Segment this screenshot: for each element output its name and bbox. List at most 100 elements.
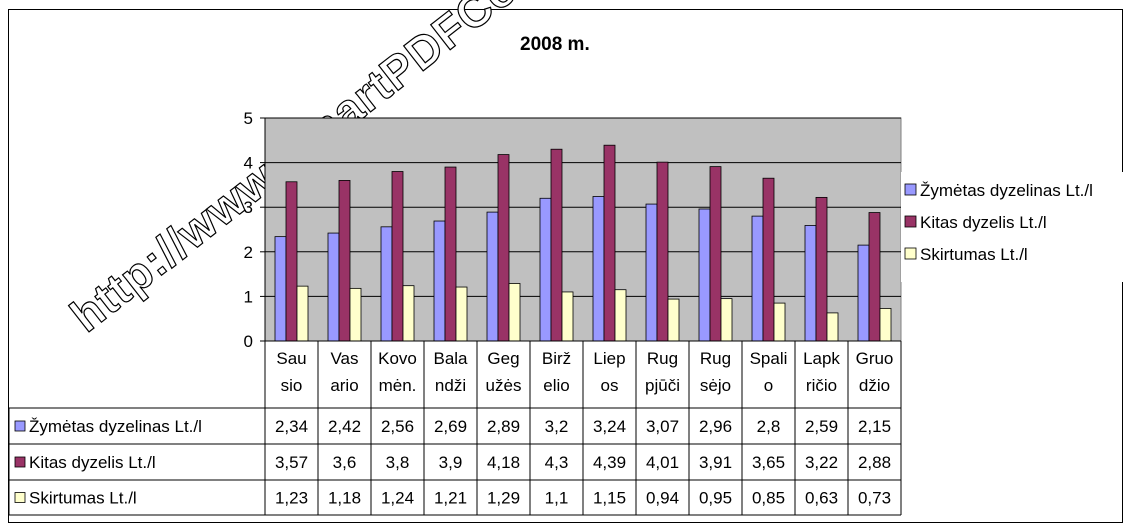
legend-label: Žymėtas dyzelinas Lt./l: [920, 181, 1093, 200]
category-label: Geg: [487, 349, 519, 368]
data-label: 0,85: [752, 489, 785, 508]
bar: [698, 208, 711, 342]
category-label: o: [764, 376, 773, 395]
category-label: Birž: [542, 349, 571, 368]
bar: [274, 236, 287, 342]
bar: [762, 177, 775, 342]
legend-label: Skirtumas Lt./l: [920, 245, 1028, 264]
bar: [857, 244, 870, 342]
data-label: 2,96: [699, 417, 732, 436]
data-label: 2,69: [434, 417, 467, 436]
data-label: 3,8: [386, 453, 410, 472]
category-label: Rug: [700, 349, 731, 368]
table-legend-key: [14, 420, 26, 432]
data-label: 2,89: [487, 417, 520, 436]
data-label: 3,24: [593, 417, 626, 436]
bar: [455, 286, 468, 342]
y-tick-label: 5: [244, 109, 253, 128]
bar: [826, 312, 839, 342]
data-label: 1,23: [275, 489, 308, 508]
table-series-name: Skirtumas Lt./l: [29, 489, 137, 508]
bar: [614, 289, 627, 342]
category-label: Bala: [433, 349, 468, 368]
bar: [508, 283, 521, 342]
data-label: 4,3: [545, 453, 569, 472]
data-label: 0,94: [646, 489, 679, 508]
bar: [486, 211, 499, 342]
data-label: 2,15: [858, 417, 891, 436]
bar: [296, 285, 309, 342]
bar: [709, 166, 722, 342]
bar: [402, 285, 415, 342]
bar: [497, 154, 510, 342]
bar: [773, 302, 786, 342]
legend-label: Kitas dyzelis Lt./l: [920, 213, 1047, 232]
bar: [720, 298, 733, 342]
table-series-name: Žymėtas dyzelinas Lt./l: [29, 417, 202, 436]
category-label: mėn.: [379, 376, 417, 395]
y-tick-label: 2: [244, 243, 253, 262]
bar: [561, 291, 574, 342]
bar: [815, 196, 828, 342]
data-label: 3,2: [545, 417, 569, 436]
legend-key: [904, 183, 917, 196]
y-tick-label: 1: [244, 287, 253, 306]
data-label: 3,57: [275, 453, 308, 472]
category-label: os: [601, 376, 619, 395]
category-label: Liep: [593, 349, 625, 368]
y-tick-label: 4: [244, 154, 253, 173]
category-label: Rug: [647, 349, 678, 368]
category-label: užės: [486, 376, 522, 395]
category-label: elio: [543, 376, 569, 395]
table-series-name: Kitas dyzelis Lt./l: [29, 453, 156, 472]
data-label: 2,8: [757, 417, 781, 436]
bar: [327, 232, 340, 342]
data-label: 1,21: [434, 489, 467, 508]
y-tick-label: 0: [244, 332, 253, 351]
category-label: sio: [281, 376, 303, 395]
data-label: 4,01: [646, 453, 679, 472]
chart-title: 2008 m.: [520, 34, 590, 55]
data-label: 3,9: [439, 453, 463, 472]
data-label: 0,63: [805, 489, 838, 508]
bar: [592, 196, 605, 342]
bar: [656, 161, 669, 342]
bar: [667, 298, 680, 342]
data-label: 3,07: [646, 417, 679, 436]
bar: [868, 212, 881, 342]
bar: [285, 181, 298, 342]
category-label: sėjo: [700, 376, 731, 395]
data-label: 3,91: [699, 453, 732, 472]
data-label: 1,15: [593, 489, 626, 508]
data-label: 2,88: [858, 453, 891, 472]
bar: [603, 144, 616, 342]
bar: [444, 166, 457, 342]
data-label: 4,18: [487, 453, 520, 472]
category-label: Gruo: [856, 349, 894, 368]
category-label: ario: [330, 376, 358, 395]
data-label: 3,6: [333, 453, 357, 472]
bar: [879, 308, 892, 342]
bar: [751, 215, 764, 342]
category-label: ndži: [435, 376, 466, 395]
plot-area: [264, 117, 902, 342]
category-label: Sau: [276, 349, 306, 368]
data-label: 1,29: [487, 489, 520, 508]
category-label: Spali: [750, 349, 788, 368]
data-label: 4,39: [593, 453, 626, 472]
table-legend-key: [14, 492, 26, 503]
bar: [539, 197, 552, 342]
category-label: Lapk: [803, 349, 840, 368]
bar: [804, 225, 817, 342]
bar: [338, 180, 351, 342]
data-label: 2,42: [328, 417, 361, 436]
bar: [349, 287, 362, 342]
bar: [433, 220, 446, 342]
data-label: 2,34: [275, 417, 308, 436]
y-tick-label: 3: [244, 198, 253, 217]
category-label: Vas: [330, 349, 358, 368]
data-label: 2,56: [381, 417, 414, 436]
category-label: džio: [859, 376, 890, 395]
data-label: 0,95: [699, 489, 732, 508]
